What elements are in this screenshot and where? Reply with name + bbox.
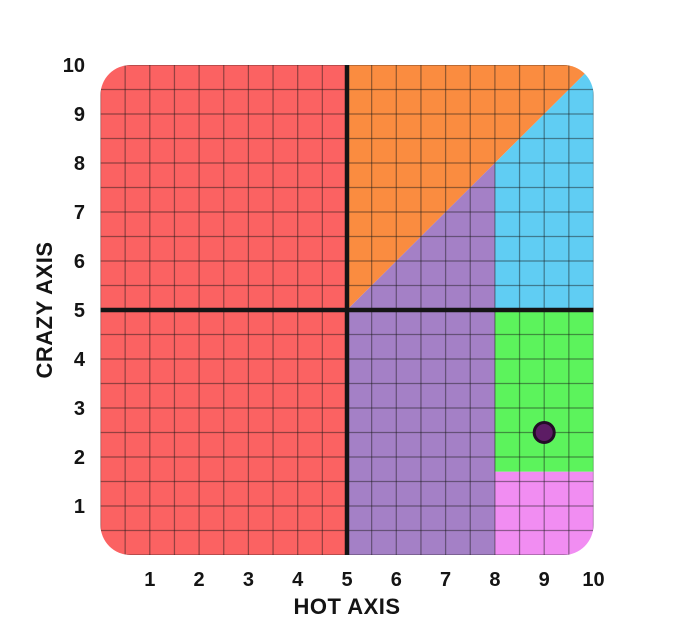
y-tick-label: 4 (74, 349, 86, 371)
x-tick-label: 8 (489, 569, 500, 591)
x-tick-label: 4 (292, 569, 304, 591)
x-tick-label: 2 (194, 569, 205, 591)
x-tick-label: 3 (243, 569, 254, 591)
y-tick-labels: 1 2 3 4 5 6 7 8 9 10 (63, 55, 86, 518)
region-blue (494, 65, 594, 310)
y-tick-label: 6 (74, 251, 85, 273)
y-axis-title: CRAZY AXIS (32, 241, 57, 378)
data-point (532, 421, 556, 444)
region-magenta (494, 471, 594, 555)
region-purple (347, 163, 495, 555)
x-axis-title: HOT AXIS (293, 594, 400, 619)
x-tick-label: 7 (440, 569, 451, 591)
x-tick-label: 5 (341, 569, 352, 591)
y-tick-label: 8 (74, 153, 85, 175)
x-tick-labels: 1 2 3 4 5 6 7 8 9 10 (144, 569, 604, 591)
x-tick-label: 9 (539, 569, 550, 591)
y-tick-label: 7 (74, 202, 85, 224)
x-tick-label: 1 (144, 569, 155, 591)
y-tick-label: 2 (74, 447, 85, 469)
region-green (494, 310, 594, 472)
y-tick-label: 1 (74, 496, 85, 518)
y-tick-label: 9 (74, 104, 85, 126)
x-tick-label: 6 (391, 569, 402, 591)
x-tick-label: 10 (582, 569, 604, 591)
y-tick-label: 10 (63, 55, 85, 77)
plot-area (100, 65, 594, 555)
y-tick-label: 5 (74, 300, 85, 322)
y-tick-label: 3 (74, 398, 85, 420)
